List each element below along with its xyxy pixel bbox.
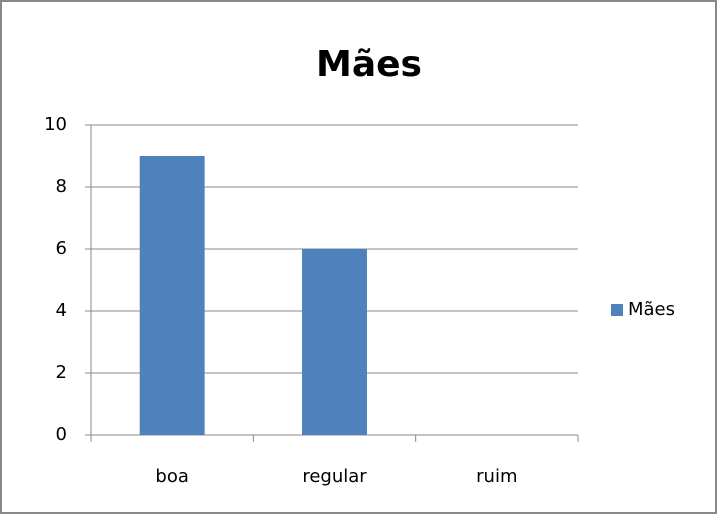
y-tick-label: 0 — [56, 424, 67, 445]
y-tick-label: 4 — [56, 300, 67, 321]
x-tick-label: regular — [302, 466, 367, 487]
bar — [139, 156, 205, 435]
legend-swatch — [611, 304, 623, 316]
x-tick-label: ruim — [476, 466, 517, 487]
y-tick-label: 6 — [56, 238, 67, 259]
y-tick-label: 2 — [56, 362, 67, 383]
legend-label: Mães — [628, 299, 675, 320]
x-tick-label: boa — [155, 466, 188, 487]
y-tick-label: 10 — [44, 114, 67, 135]
y-tick-label: 8 — [56, 176, 67, 197]
bar — [302, 249, 367, 435]
chart-title: Mães — [316, 44, 422, 85]
